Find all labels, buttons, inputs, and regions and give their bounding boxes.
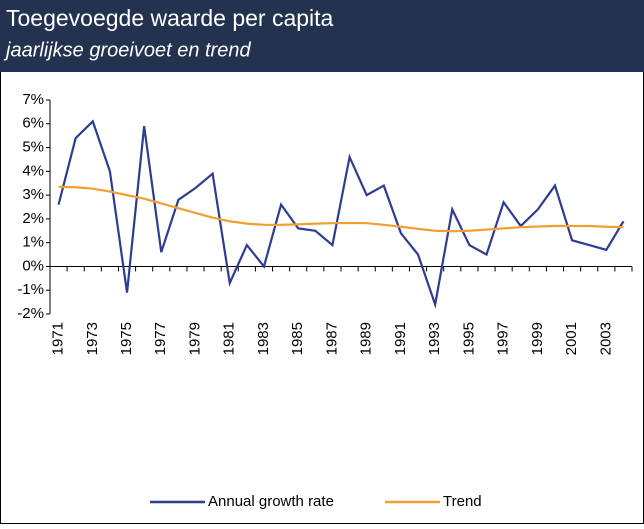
x-tick-label: 1977 [152,322,169,355]
y-tick-label: 5% [22,139,44,156]
y-tick-label: 4% [22,162,44,179]
y-tick-label: 1% [22,234,44,251]
x-tick-label: 1995 [460,322,477,355]
x-tick-label: 2001 [563,322,580,355]
legend-label: Trend [443,493,482,510]
x-tick-label: 1987 [323,322,340,355]
y-tick-label: -1% [17,281,44,298]
y-tick-label: 2% [22,210,44,227]
x-tick-label: 1997 [495,322,512,355]
y-tick-label: 3% [22,186,44,203]
x-tick-label: 1983 [255,322,272,355]
x-tick-label: 2003 [597,322,614,355]
x-tick-label: 1985 [289,322,306,355]
x-tick-label: 1993 [426,322,443,355]
y-tick-label: 6% [22,115,44,132]
x-tick-label: 1975 [118,322,135,355]
chart-title: Toegevoegde waarde per capita [6,5,334,31]
x-tick-label: 1999 [529,322,546,355]
y-tick-label: 7% [22,91,44,108]
series-line [58,185,624,233]
y-tick-label: 0% [22,257,44,274]
x-tick-label: 1979 [186,322,203,355]
y-tick-label: -2% [17,305,44,322]
header-band [0,0,644,72]
chart-subtitle: jaarlijkse groeivoet en trend [3,39,251,61]
x-tick-label: 1991 [392,322,409,355]
x-tick-label: 1981 [221,322,238,355]
x-tick-label: 1973 [84,322,101,355]
x-tick-label: 1971 [50,322,67,355]
series-line [57,119,625,309]
legend-label: Annual growth rate [208,493,334,510]
x-tick-label: 1989 [358,322,375,355]
